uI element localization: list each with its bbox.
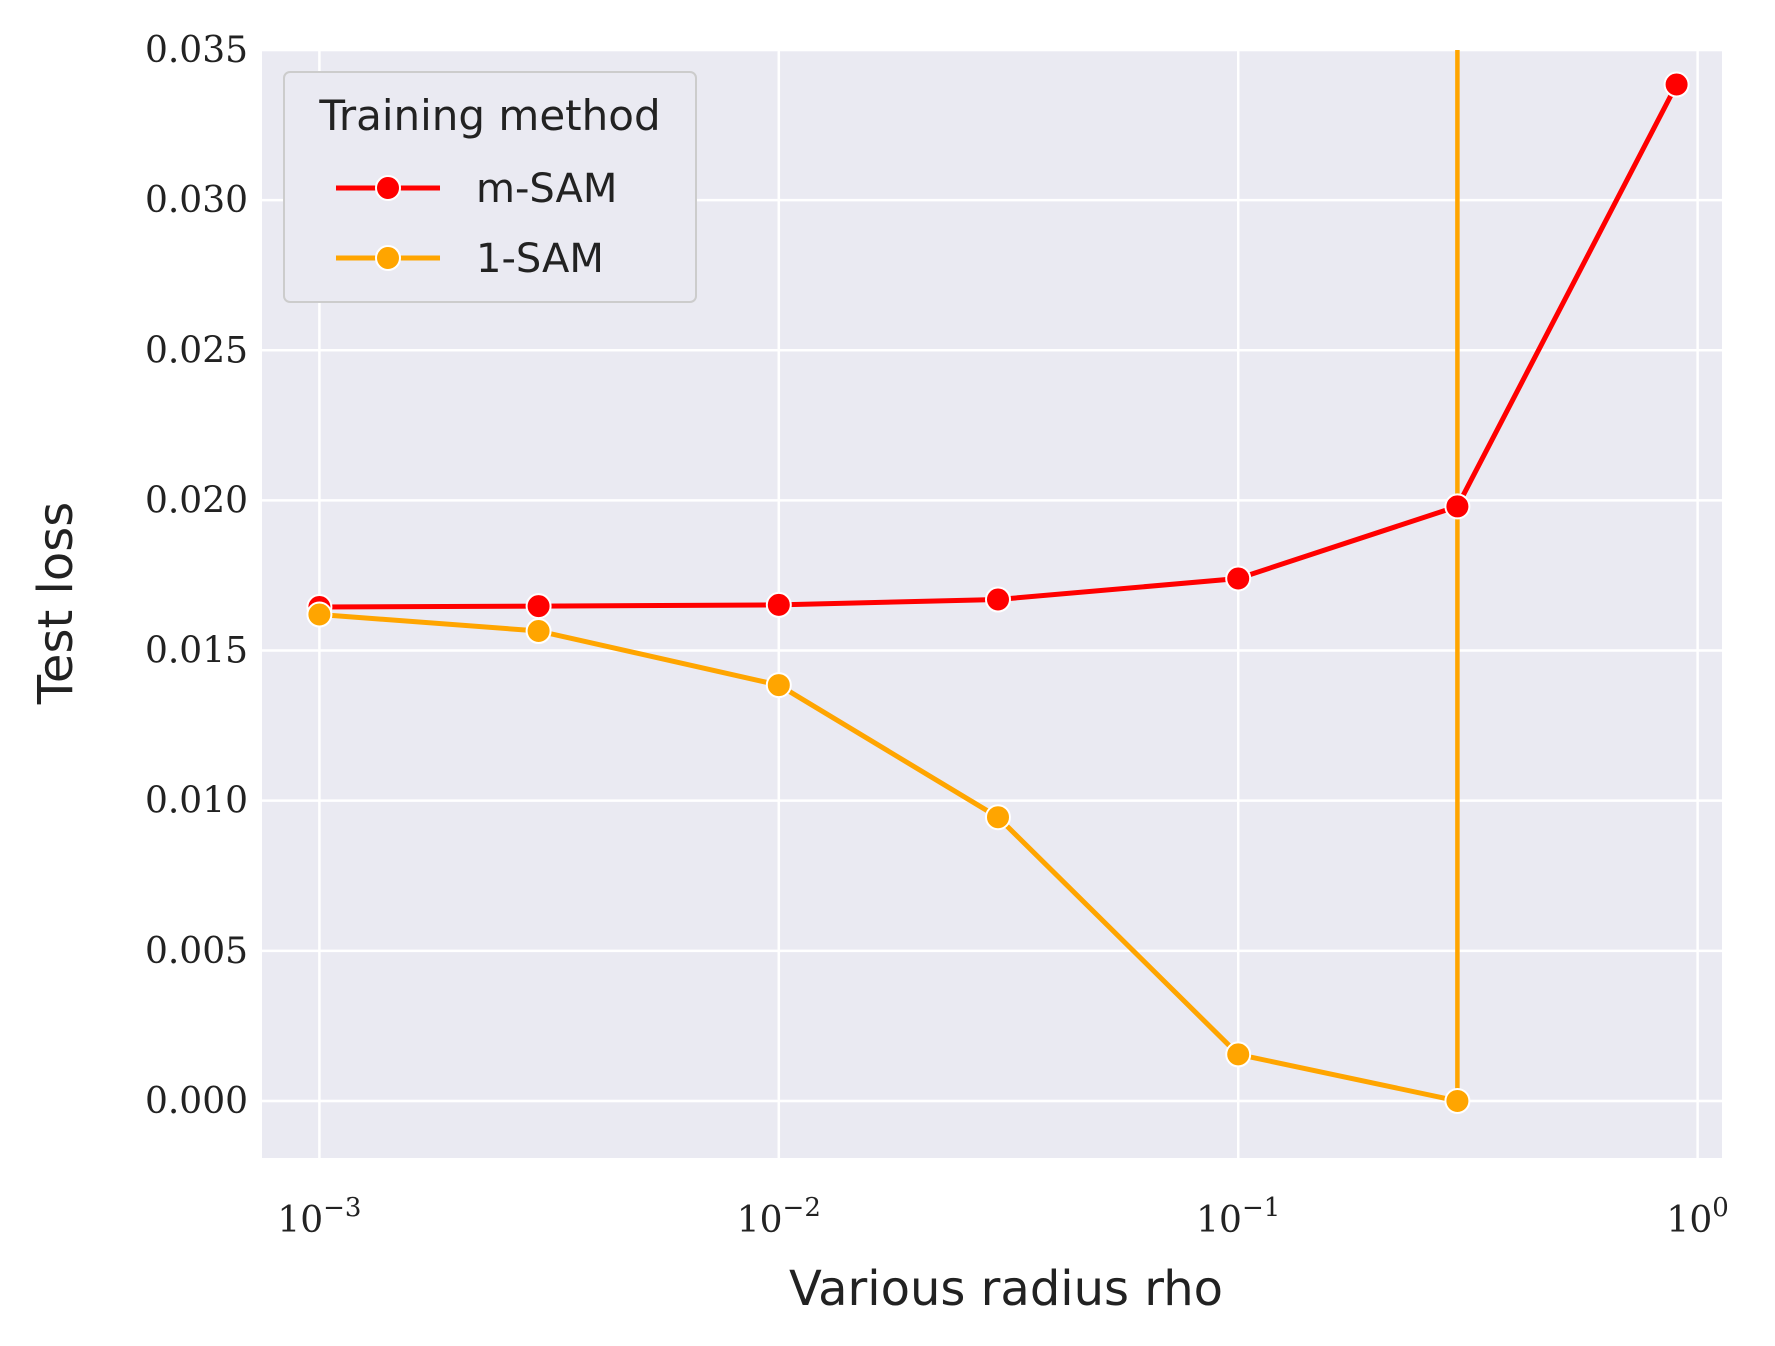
point-1-SAM	[984, 804, 1011, 831]
legend-label: m-SAM	[476, 166, 617, 212]
point-m-SAM	[525, 593, 552, 620]
point-m-SAM	[984, 586, 1011, 613]
point-m-SAM	[1663, 71, 1690, 98]
legend-marker	[375, 245, 401, 271]
point-m-SAM	[1444, 493, 1471, 520]
y-tick-label: 0.010	[145, 781, 248, 822]
x-tick-label: 10−1	[1196, 1193, 1280, 1241]
y-tick-label: 0.025	[145, 330, 248, 371]
legend-marker	[375, 175, 401, 201]
x-tick-label: 10−2	[737, 1193, 821, 1241]
legend-title: Training method	[318, 91, 660, 140]
point-1-SAM	[525, 618, 552, 645]
point-m-SAM	[765, 591, 792, 618]
legend-box	[283, 71, 697, 303]
legend: Training method m-SAM 1-SAM	[283, 71, 697, 303]
point-1-SAM	[1225, 1041, 1252, 1068]
x-tick-label: 100	[1666, 1193, 1728, 1241]
series-line-1-SAM	[316, 612, 1460, 1104]
y-tick-label: 0.035	[145, 30, 248, 71]
y-tick-label: 0.015	[145, 631, 248, 672]
y-tick-label: 0.020	[145, 480, 248, 521]
legend-label: 1-SAM	[476, 236, 604, 282]
marker-layer	[306, 71, 1690, 1114]
x-tick-label: 10−3	[277, 1193, 361, 1241]
x-tick-labels: 10−3 10−2 10−1 100	[277, 1193, 1728, 1241]
y-tick-label: 0.030	[145, 180, 248, 221]
y-tick-labels: 0.000 0.005 0.010 0.015 0.020 0.025 0.030 0.035	[145, 30, 248, 1122]
point-1-SAM	[306, 601, 333, 628]
y-tick-label: 0.000	[145, 1081, 248, 1122]
legend-items: m-SAM 1-SAM	[336, 166, 617, 282]
y-axis-title: Test loss	[28, 502, 84, 706]
plot-area	[306, 50, 1690, 1114]
x-axis-title: Various radius rho	[789, 1261, 1223, 1317]
point-m-SAM	[1225, 565, 1252, 592]
point-1-SAM	[1444, 1087, 1471, 1114]
point-1-SAM	[765, 672, 792, 699]
y-tick-label: 0.005	[145, 931, 248, 972]
